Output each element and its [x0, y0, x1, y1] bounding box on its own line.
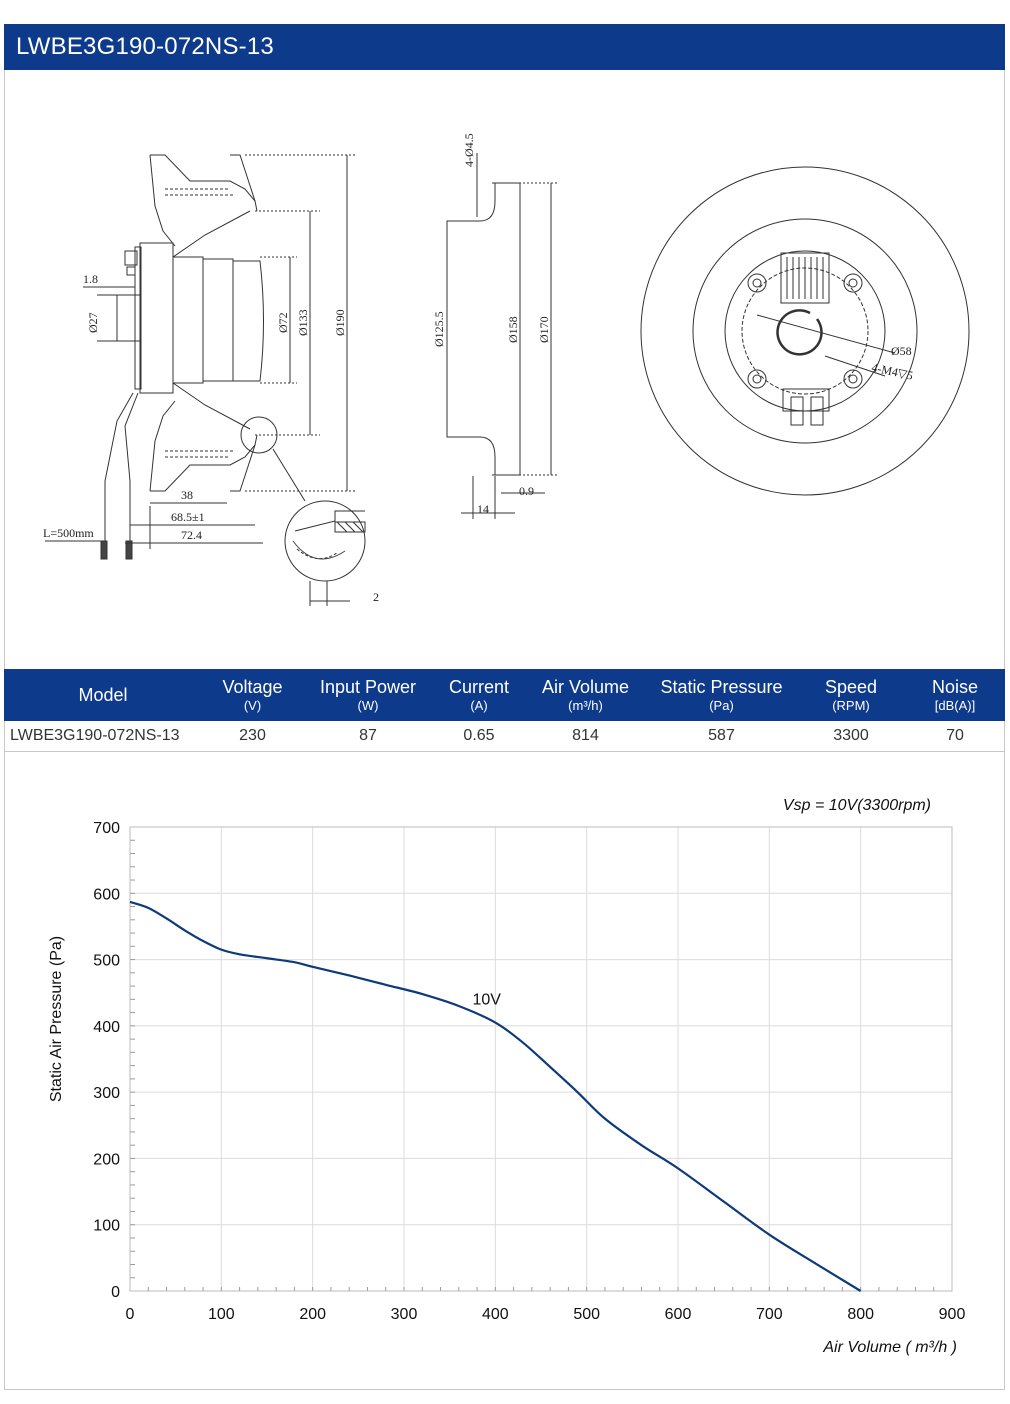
- title-bar: LWBE3G190-072NS-13: [4, 24, 1005, 70]
- cell-input-power: 87: [303, 721, 433, 752]
- x-tick-label: 100: [208, 1306, 235, 1323]
- dim-d27: Ø27: [86, 312, 100, 333]
- dim-d190: Ø190: [333, 309, 347, 336]
- cell-model: LWBE3G190-072NS-13: [4, 721, 202, 752]
- header-air-volume: Air Volume (m³/h): [525, 669, 646, 721]
- cell-static-pressure: 587: [646, 721, 797, 752]
- plot-frame: [129, 826, 953, 1292]
- y-tick-label: 400: [93, 1019, 120, 1036]
- series-label: 10V: [473, 992, 502, 1009]
- header-speed: Speed (RPM): [797, 669, 905, 721]
- y-tick-label: 600: [93, 886, 120, 903]
- header-static-pressure: Static Pressure (Pa): [646, 669, 797, 721]
- y-tick-label: 300: [93, 1085, 120, 1102]
- x-tick-label: 900: [939, 1306, 966, 1323]
- cell-voltage: 230: [202, 721, 303, 752]
- header-noise: Noise [dB(A)]: [905, 669, 1005, 721]
- dim-d133: Ø133: [296, 309, 310, 336]
- chart-title: Vsp = 10V(3300rpm): [783, 797, 931, 814]
- technical-drawing: 1.8 Ø27 Ø72 Ø133 Ø190 38 68.5±1 72.4 L=5…: [43, 133, 970, 606]
- y-tick-label: 100: [93, 1218, 120, 1235]
- dim-72-4: 72.4: [181, 528, 202, 542]
- header-voltage: Voltage (V): [202, 669, 303, 721]
- cell-noise: 70: [905, 721, 1005, 752]
- x-tick-labels: 0 100 200 300 400 500 600 700 800 900: [126, 1306, 966, 1323]
- dim-38: 38: [181, 488, 193, 502]
- y-tick-labels: 0 100 200 300 400 500 600 700: [93, 820, 120, 1301]
- header-input-power: Input Power (W): [303, 669, 433, 721]
- x-tick-label: 800: [847, 1306, 874, 1323]
- x-tick-label: 400: [482, 1306, 509, 1323]
- detail-dim-2: 2: [373, 590, 379, 604]
- cell-speed: 3300: [797, 721, 905, 752]
- dim-holes: 4-Ø4.5: [462, 133, 476, 167]
- performance-chart: 0 100 200 300 400 500 600 700 800 900 0 100 200 300 4…: [48, 797, 966, 1356]
- x-tick-label: 200: [299, 1306, 326, 1323]
- dim-68-5: 68.5±1: [171, 510, 205, 524]
- x-tick-label: 700: [756, 1306, 783, 1323]
- x-tick-label: 500: [573, 1306, 600, 1323]
- table-row: LWBE3G190-072NS-13 230 87 0.65 814 587 3…: [4, 721, 1005, 752]
- spec-table: Model Voltage (V) Input Power (W) Current(…: [4, 669, 1005, 752]
- y-tick-label: 0: [111, 1284, 120, 1301]
- dim-0-9: 0.9: [519, 484, 534, 498]
- dim-d58: Ø58: [891, 344, 912, 358]
- y-tick-label: 500: [93, 953, 120, 970]
- dim-1-8: 1.8: [83, 272, 98, 286]
- cable-length: L=500mm: [43, 526, 94, 540]
- page-title: LWBE3G190-072NS-13: [16, 33, 274, 60]
- dim-d158: Ø158: [506, 316, 520, 343]
- spec-header-row: Model Voltage (V) Input Power (W) Current(…: [4, 669, 1005, 721]
- x-axis-label: Air Volume ( m³/h ): [822, 1339, 957, 1356]
- x-tick-label: 600: [665, 1306, 692, 1323]
- y-axis-label: Static Air Pressure (Pa): [48, 936, 65, 1102]
- y-tick-label: 200: [93, 1151, 120, 1168]
- dim-d72: Ø72: [276, 312, 290, 333]
- header-model: Model: [4, 669, 202, 721]
- dim-threads: 4-M4▽5: [870, 360, 914, 382]
- x-tick-label: 300: [391, 1306, 418, 1323]
- dim-14: 14: [477, 502, 489, 516]
- y-tick-label: 700: [93, 820, 120, 837]
- header-current: Current (A): [433, 669, 525, 721]
- series-line-10v: [129, 900, 862, 1292]
- cell-air-volume: 814: [525, 721, 646, 752]
- dim-d125-5: Ø125.5: [432, 311, 446, 347]
- dim-d170: Ø170: [537, 316, 551, 343]
- cell-current: 0.65: [433, 721, 525, 752]
- x-tick-label: 0: [126, 1306, 135, 1323]
